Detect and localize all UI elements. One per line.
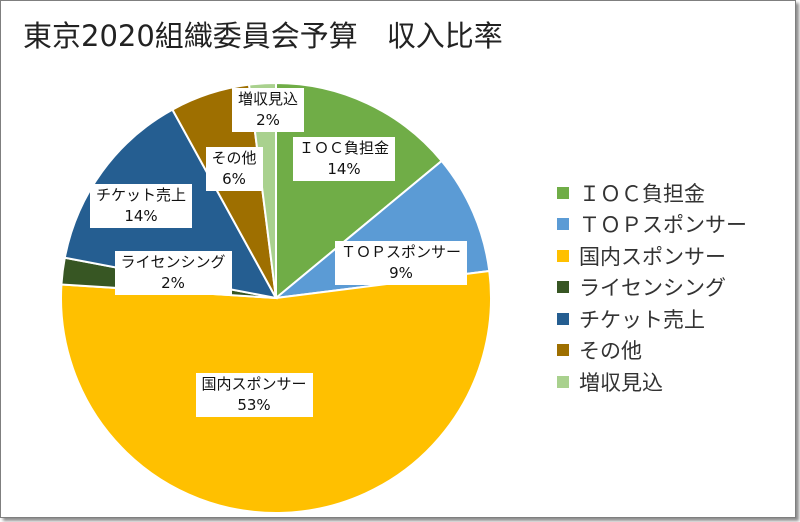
- data-label-category: 増収見込: [238, 90, 299, 108]
- data-label-5: チケット売上 14%: [90, 184, 193, 228]
- data-label-value: 14%: [327, 160, 361, 178]
- data-label-category: ＴＯＰスポンサー: [341, 243, 462, 261]
- chart-title: 東京2020組織委員会予算 収入比率: [23, 19, 503, 53]
- legend-swatch: [557, 375, 569, 388]
- data-label-category: 国内スポンサー: [201, 375, 307, 393]
- legend-item-7: 増収見込: [557, 366, 747, 398]
- data-label-7: 増収見込 2%: [232, 88, 305, 132]
- data-label-category: その他: [211, 149, 257, 167]
- legend-label: ＩＯＣ負担金: [579, 181, 705, 206]
- data-label-1: ＩＯＣ負担金 14%: [293, 137, 396, 181]
- legend-swatch: [557, 249, 569, 262]
- data-label-2: ＴＯＰスポンサー 9%: [335, 241, 468, 285]
- data-label-value: 9%: [389, 264, 413, 282]
- data-label-6: その他 6%: [205, 147, 263, 191]
- legend-item-2: ＴＯＰスポンサー: [557, 209, 747, 241]
- data-label-value: 14%: [124, 207, 158, 225]
- data-label-value: 53%: [237, 396, 271, 414]
- legend-item-3: 国内スポンサー: [557, 240, 747, 272]
- legend-label: ＴＯＰスポンサー: [579, 213, 747, 238]
- data-label-3: 国内スポンサー 53%: [195, 373, 313, 417]
- legend-label: 国内スポンサー: [579, 244, 726, 269]
- pie-slice-7: [247, 81, 277, 299]
- data-label-value: 6%: [222, 170, 246, 188]
- legend-item-4: ライセンシング: [557, 272, 747, 304]
- data-label-value: 2%: [161, 274, 185, 292]
- legend: ＩＯＣ負担金 ＴＯＰスポンサー 国内スポンサー ライセンシング チケット売上 その他増収見…: [557, 177, 747, 398]
- legend-item-1: ＩＯＣ負担金: [557, 177, 747, 209]
- legend-label: 増収見込: [579, 370, 663, 395]
- data-label-category: ライセンシング: [120, 253, 226, 271]
- legend-label: その他: [579, 339, 642, 364]
- data-label-value: 2%: [256, 111, 280, 129]
- data-label-4: ライセンシング 2%: [114, 251, 232, 295]
- legend-swatch: [557, 344, 569, 357]
- legend-swatch: [557, 186, 569, 199]
- pie-slice-1: [275, 81, 444, 301]
- legend-swatch: [557, 312, 569, 325]
- legend-swatch: [557, 281, 569, 294]
- legend-label: ライセンシング: [579, 276, 726, 301]
- legend-swatch: [557, 218, 569, 231]
- legend-label: チケット売上: [579, 307, 705, 332]
- data-label-category: ＩＯＣ負担金: [299, 139, 390, 157]
- data-label-category: チケット売上: [96, 186, 187, 204]
- legend-item-5: チケット売上: [557, 303, 747, 335]
- legend-item-6: その他: [557, 335, 747, 367]
